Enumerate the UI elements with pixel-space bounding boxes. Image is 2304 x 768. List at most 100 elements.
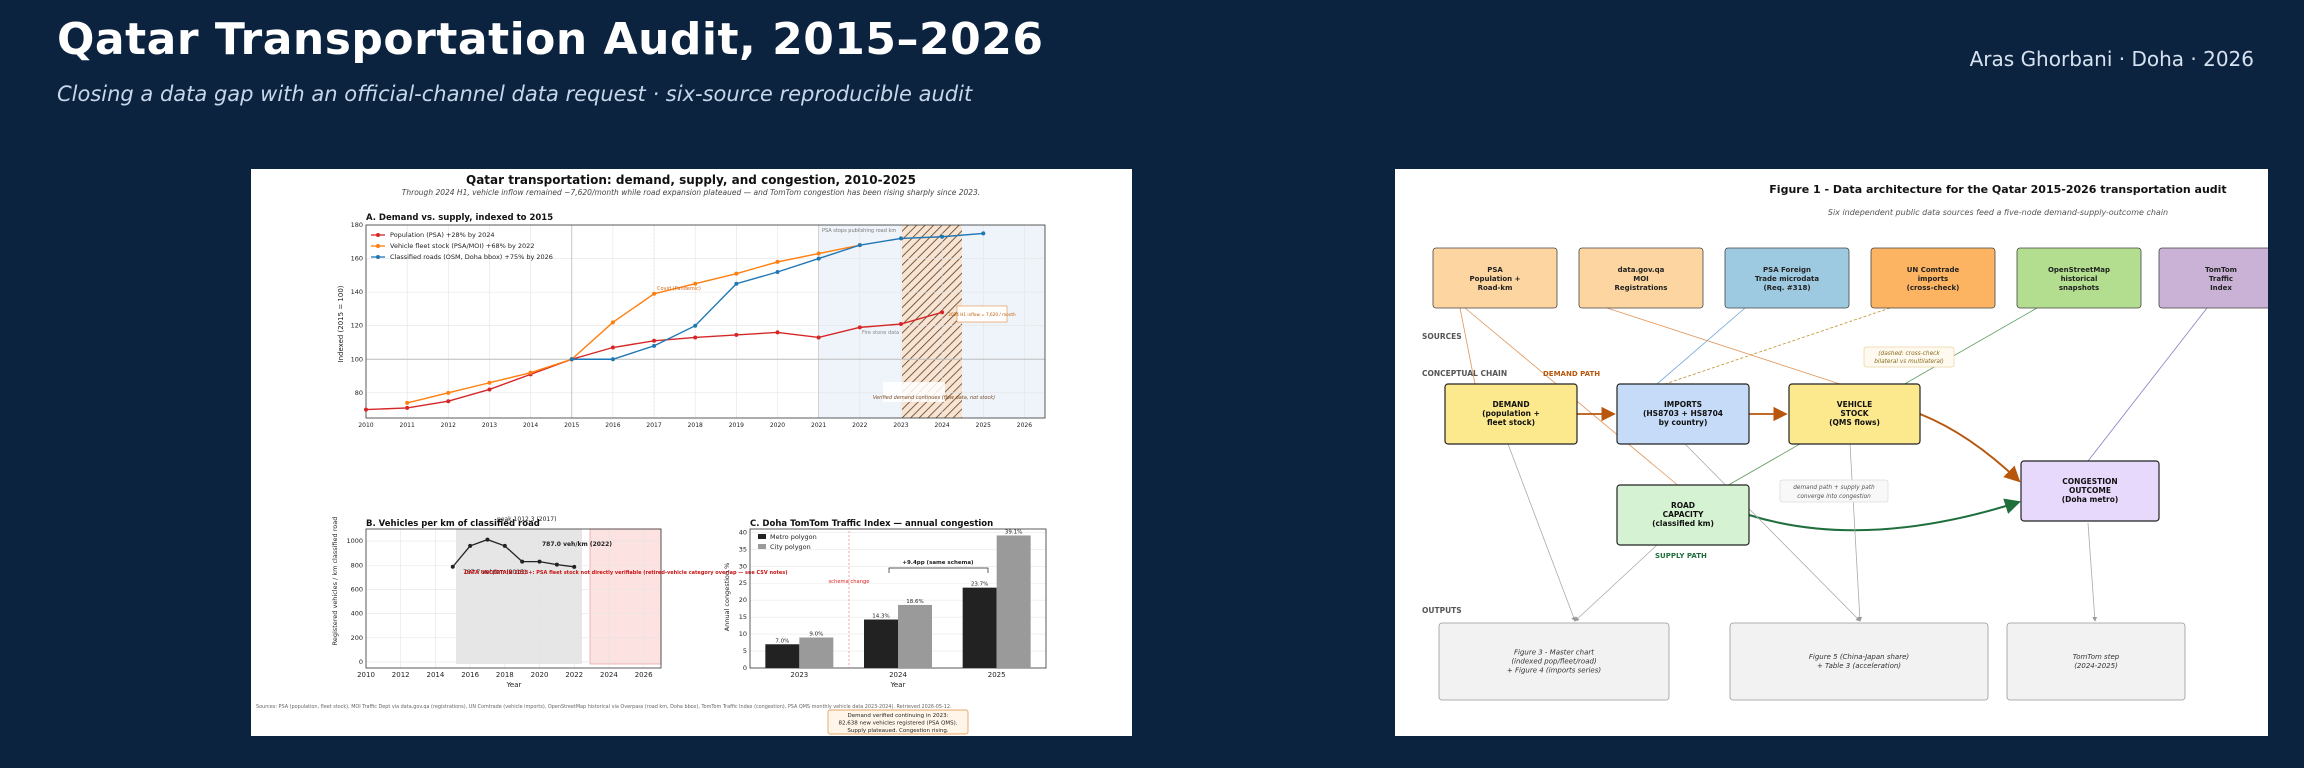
source-connectors [1459,307,2208,488]
chain-node-label: (population + [1482,409,1540,418]
header-author: Aras Ghorbani · Doha · 2026 [1969,47,2254,71]
chart-a-xtick-label: 2019 [729,422,744,429]
output-box [2006,622,2186,701]
footer-callout-line3: Supply plateaued. Congestion rising. [847,728,949,734]
output-connectors [1507,443,2098,622]
chart-b-point [450,564,455,569]
source-box [1432,247,1558,309]
source-box-label: historical [2061,275,2098,283]
chart-a-xtick-label: 2011 [400,422,415,429]
chain-node-label: (HS8703 + HS8704 [1643,409,1723,418]
chart-b-point [468,543,473,548]
diagram-title: Figure 1 - Data architecture for the Qat… [1769,183,2226,196]
source-box-label: Trade microdata [1755,275,1820,283]
label-demand-path: DEMAND PATH [1543,370,1600,378]
chart-b-point [554,562,559,567]
chart-a-point-2 [981,231,986,236]
figure-title: Qatar transportation: demand, supply, an… [466,173,916,187]
legend-roads: Classified roads (OSM, Doha bbox) +75% b… [390,253,553,261]
source-box [1724,247,1850,309]
chart-a-point-2 [734,281,739,286]
chart-b-xtick-label: 2020 [531,671,549,679]
chart-a-xtick-label: 2023 [893,422,908,429]
diagram-subtitle: Six independent public data sources feed… [1828,208,2168,217]
chart-a-xtick-label: 2022 [852,422,867,429]
source-box-label: PSA Foreign [1763,266,1811,274]
chart-a-title: A. Demand vs. supply, indexed to 2015 [366,213,553,223]
chart-a-xtick-label: 2024 [934,422,949,429]
chart-a-xtick-label: 2013 [482,422,497,429]
chart-a-xtick-label: 2014 [523,422,538,429]
legend-fleet: Vehicle fleet stock (PSA/MOI) +68% by 20… [390,242,534,250]
chart-b-xtick-label: 2018 [496,671,514,679]
chart-a-point-0 [734,332,739,337]
source-box-label: Traffic [2209,275,2233,283]
chart-a-frame [365,224,1046,419]
output-box-label: (2024-2025) [2074,662,2118,670]
chain-node-label: (classified km) [1652,519,1714,528]
header-subtitle: Closing a data gap with an official-chan… [57,82,973,106]
chart-b-annot-peak: peak 1012.3 (2017) [497,516,556,523]
chart-b-xlabel: Year [506,681,522,689]
chart-c-ytick-label: 35 [739,545,747,553]
chart-a-point-2 [816,256,821,261]
source-box-label: imports [1918,275,1948,283]
chain-node-label: OUTCOME [2069,486,2111,495]
chain-node-label: by country) [1659,418,1708,427]
chart-figure-svg: Qatar transportation: demand, supply, an… [256,173,1047,735]
chart-c-ytick-label: 10 [739,630,747,638]
chart-c-ytick-label: 25 [739,579,747,587]
chain-node-label: STOCK [1840,409,1869,418]
chart-b-ytick-label: 0 [359,658,363,666]
chart-b-point [485,537,490,542]
chart-c-ytick-label: 5 [743,647,747,655]
chain-node-label: ROAD [1671,501,1695,510]
chart-a-xtick-label: 2018 [688,422,703,429]
chart-a-xtick-label: 2015 [564,422,579,429]
output-box-label: Figure 3 - Master chart [1514,649,1594,657]
chart-b-xtick-label: 2022 [565,671,583,679]
section-label-outputs: OUTPUTS [1422,606,1462,615]
chart-a-point-0 [364,407,368,412]
footer-callout-line2: 82,638 new vehicles registered (PSA QMS)… [838,721,957,727]
chart-b-ylabel: Registered vehicles / km classified road [331,517,339,646]
chart-b-title: B. Vehicles per km of classified road [366,519,540,529]
section-label-chain: CONCEPTUAL CHAIN [1422,369,1507,378]
chart-a-point-2 [940,234,945,239]
chart-a-point-0 [446,399,451,404]
chart-c-xtick-label: 2025 [988,671,1006,679]
chart-b-xtick-label: 2010 [357,671,375,679]
chart-a-point-0 [816,335,821,340]
chart-b-uncertain-band [589,528,662,665]
source-box-label: TomTom [2205,266,2237,274]
chart-a-ytick-label: 120 [351,322,363,330]
chart-c-bar-metro [765,644,800,668]
chart-a-annotation-verified: Verified demand continues (flow data, no… [873,395,995,401]
chain-node-label: (QMS flows) [1829,418,1880,427]
chart-figure-panel: Qatar transportation: demand, supply, an… [251,169,1132,736]
chart-c-bar-city [799,637,834,668]
chart-a-point-1 [734,271,739,276]
chart-c-tomtom-congestion: C. Doha TomTom Traffic Index — annual co… [723,519,1047,689]
chart-c-data-label: 9.0% [809,631,823,637]
header-title: Qatar Transportation Audit, 2015–2026 [57,14,1044,65]
chart-b-ytick-label: 1000 [346,537,363,545]
chart-b-xtick-label: 2016 [461,671,479,679]
chart-a-demand-supply: A. Demand vs. supply, indexed to 2015 In… [337,213,1046,429]
chain-node-road [1616,484,1750,546]
source-box-label: Population + [1470,275,1521,283]
label-crosscheck-2: bilateral vs multilateral) [1874,359,1944,365]
chain-node-label: CAPACITY [1663,510,1704,519]
arrow-road-congestion [1748,498,2021,532]
output-box-label: + Table 3 (acceleration) [1817,662,1901,670]
chart-b-xtick-label: 2014 [426,671,444,679]
output-box-label: + Figure 4 (imports series) [1507,667,1601,675]
chart-a-point-0 [898,322,903,327]
chart-c-ytick-label: 40 [739,528,747,536]
source-box-label: snapshots [2059,284,2099,292]
arrow-vehicle-congestion [1919,413,2021,483]
chart-a-point-1 [775,259,780,264]
chart-c-ytick-label: 15 [739,613,747,621]
chart-c-bar-metro [864,619,898,668]
footer-callout-box [827,709,969,735]
